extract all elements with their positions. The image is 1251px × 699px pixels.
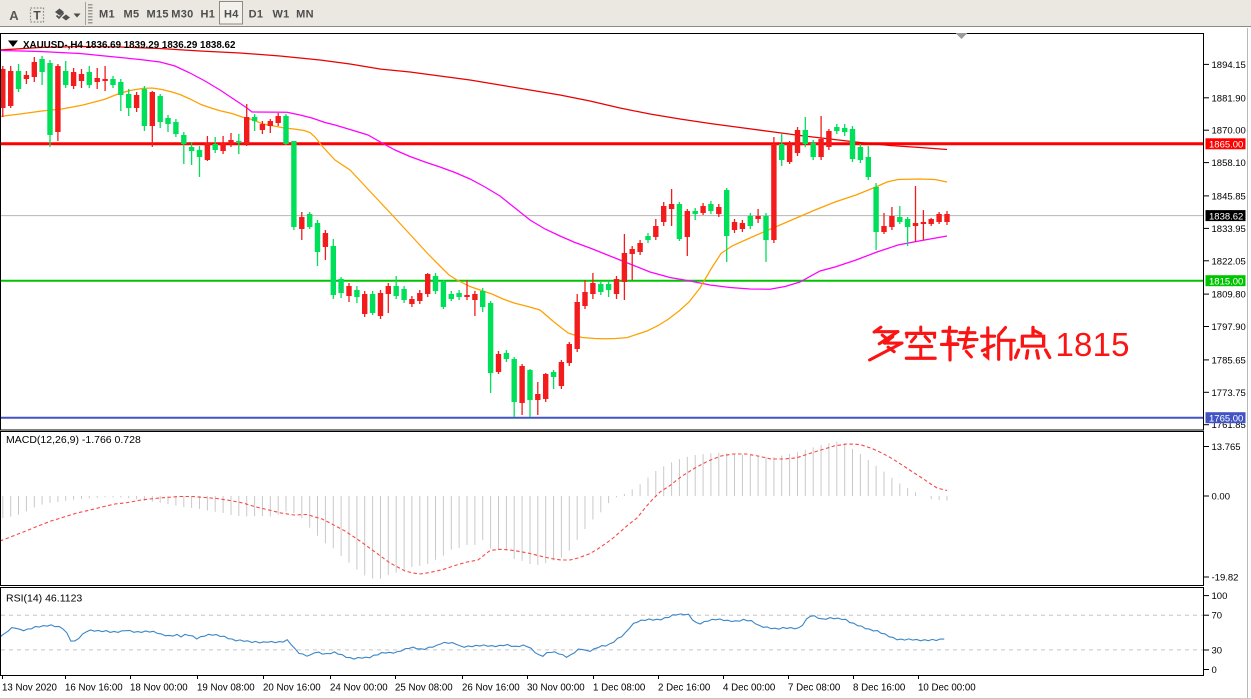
svg-text:1815: 1815 xyxy=(1056,326,1130,363)
svg-text:1858.10: 1858.10 xyxy=(1212,158,1246,169)
svg-text:A: A xyxy=(9,8,19,23)
svg-text:1838.62: 1838.62 xyxy=(1209,211,1243,222)
svg-text:T: T xyxy=(33,9,41,23)
svg-text:1822.05: 1822.05 xyxy=(1212,256,1246,267)
svg-text:25 Nov 08:00: 25 Nov 08:00 xyxy=(395,683,453,694)
svg-text:20 Nov 16:00: 20 Nov 16:00 xyxy=(263,683,321,694)
svg-text:1 Dec 08:00: 1 Dec 08:00 xyxy=(593,683,646,694)
svg-text:M15: M15 xyxy=(147,9,169,21)
svg-text:1845.85: 1845.85 xyxy=(1212,191,1246,202)
svg-text:1761.85: 1761.85 xyxy=(1212,420,1246,431)
svg-text:W1: W1 xyxy=(272,9,289,21)
svg-text:1773.75: 1773.75 xyxy=(1212,388,1246,399)
svg-text:1785.65: 1785.65 xyxy=(1212,355,1246,366)
svg-text:XAUUSD-,H4 1836.69 1839.29 18: XAUUSD-,H4 1836.69 1839.29 1836.29 1838.… xyxy=(23,40,236,51)
svg-text:13 Nov 2020: 13 Nov 2020 xyxy=(2,683,58,694)
svg-text:1894.15: 1894.15 xyxy=(1212,60,1246,71)
svg-text:M5: M5 xyxy=(124,9,140,21)
svg-text:10 Dec 00:00: 10 Dec 00:00 xyxy=(918,683,976,694)
svg-text:1833.95: 1833.95 xyxy=(1212,224,1246,235)
svg-text:1797.90: 1797.90 xyxy=(1212,322,1246,333)
svg-text:70: 70 xyxy=(1212,611,1223,622)
svg-text:30 Nov 00:00: 30 Nov 00:00 xyxy=(527,683,585,694)
svg-text:MN: MN xyxy=(296,9,314,21)
svg-text:1881.90: 1881.90 xyxy=(1212,93,1246,104)
svg-text:26 Nov 16:00: 26 Nov 16:00 xyxy=(462,683,520,694)
svg-text:13.765: 13.765 xyxy=(1212,442,1241,453)
svg-text:M1: M1 xyxy=(99,9,115,21)
svg-text:D1: D1 xyxy=(249,9,264,21)
svg-text:MACD(12,26,9) -1.766 0.728: MACD(12,26,9) -1.766 0.728 xyxy=(6,434,141,446)
svg-text:M30: M30 xyxy=(171,9,193,21)
svg-text:1809.80: 1809.80 xyxy=(1212,290,1246,301)
svg-text:0: 0 xyxy=(1212,665,1217,676)
svg-text:19 Nov 08:00: 19 Nov 08:00 xyxy=(197,683,255,694)
svg-text:1870.00: 1870.00 xyxy=(1212,126,1246,137)
svg-text:16 Nov 16:00: 16 Nov 16:00 xyxy=(65,683,123,694)
svg-text:24 Nov 00:00: 24 Nov 00:00 xyxy=(330,683,388,694)
svg-text:H1: H1 xyxy=(200,9,215,21)
svg-text:8 Dec 16:00: 8 Dec 16:00 xyxy=(853,683,906,694)
svg-text:18 Nov 00:00: 18 Nov 00:00 xyxy=(130,683,188,694)
svg-text:2 Dec 16:00: 2 Dec 16:00 xyxy=(658,683,711,694)
svg-text:1865.00: 1865.00 xyxy=(1209,140,1243,151)
svg-text:1815.00: 1815.00 xyxy=(1209,277,1243,288)
svg-text:H4: H4 xyxy=(224,9,239,21)
svg-text:0.00: 0.00 xyxy=(1212,492,1231,503)
svg-text:-19.82: -19.82 xyxy=(1212,573,1239,584)
svg-text:7 Dec 08:00: 7 Dec 08:00 xyxy=(788,683,841,694)
svg-text:30: 30 xyxy=(1212,646,1223,657)
svg-text:1765.00: 1765.00 xyxy=(1209,414,1243,425)
svg-text:100: 100 xyxy=(1212,591,1228,602)
svg-text:RSI(14) 46.1123: RSI(14) 46.1123 xyxy=(6,593,82,605)
svg-text:4 Dec 00:00: 4 Dec 00:00 xyxy=(723,683,776,694)
